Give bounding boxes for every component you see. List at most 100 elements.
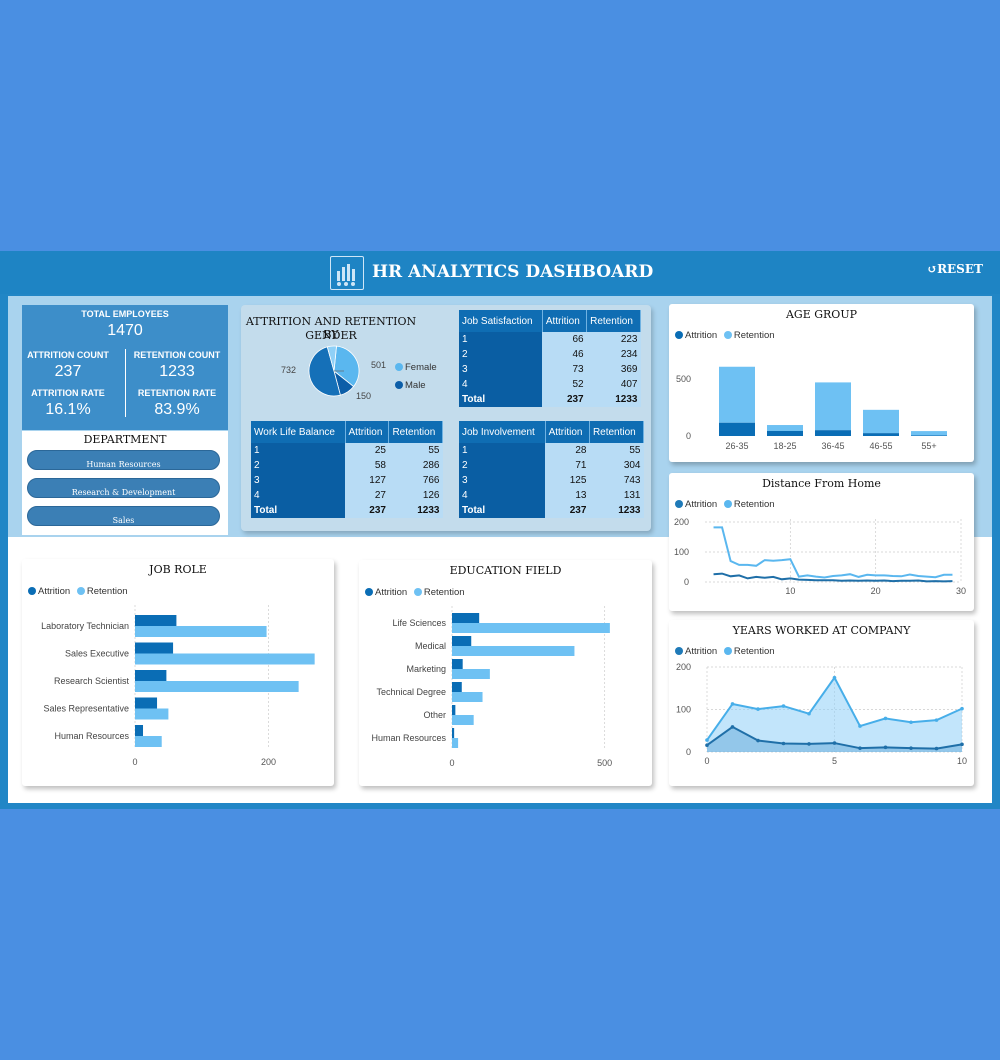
job-satisfaction-cell: 3: [459, 362, 543, 377]
work-life-balance-cell: 127: [345, 473, 389, 488]
retention-count-label: RETENTION COUNT: [133, 350, 221, 360]
gender-chart-title-line2: GENDER: [305, 329, 357, 342]
gender-legend-male: Male: [395, 380, 426, 391]
data-point: [934, 718, 939, 722]
age-bar-attrition: [767, 430, 803, 436]
bar-attrition: [135, 670, 167, 681]
job-involvement-cell: 743: [589, 473, 644, 488]
data-point: [883, 745, 888, 750]
legend-retention-label: Retention: [733, 499, 775, 510]
category-label: Sales Representative: [43, 704, 129, 714]
work-life-balance-row: 3 127 766: [251, 473, 443, 488]
category-label: Marketing: [406, 664, 446, 674]
work-life-balance-header-1[interactable]: Attrition: [345, 421, 390, 443]
department-item-sales[interactable]: Sales: [27, 506, 220, 526]
x-tick-label: 10: [785, 586, 795, 596]
bar-retention: [452, 623, 610, 633]
distance-legend: Attrition Retention: [675, 499, 775, 510]
job-involvement-header-1[interactable]: Attrition: [545, 421, 590, 443]
legend-male-label: Male: [405, 380, 426, 391]
job-role-legend: Attrition Retention: [28, 586, 128, 597]
data-point: [858, 746, 862, 750]
dashboard-logo-icon: [330, 256, 364, 290]
bar-attrition: [135, 615, 177, 626]
job-satisfaction-cell: 1: [459, 332, 543, 347]
job-satisfaction-header-0[interactable]: Job Satisfaction: [459, 310, 543, 332]
work-life-balance-row: Total 237 1233: [251, 503, 443, 518]
job-satisfaction-cell: 369: [586, 362, 641, 377]
education-field-card: EDUCATION FIELD Attrition Retention 0 500…: [359, 560, 652, 786]
age-bar-attrition: [863, 433, 899, 436]
job-satisfaction-row: 4 52 407: [459, 377, 641, 392]
bar-attrition: [135, 642, 174, 654]
age-group-title: AGE GROUP: [785, 308, 858, 321]
data-point: [807, 742, 811, 746]
category-label: Research Scientist: [54, 676, 130, 686]
distance-from-home-card: Distance From Home Attrition Retention 0…: [669, 473, 974, 611]
distance-from-home-chart: 0 100 200 10 20 30: [674, 517, 966, 596]
work-life-balance-header-2[interactable]: Retention: [388, 421, 443, 443]
data-point: [756, 738, 760, 743]
x-tick-label: 5: [832, 756, 837, 766]
bar-attrition: [135, 725, 144, 736]
job-satisfaction-header-1[interactable]: Attrition: [542, 310, 588, 332]
x-tick-label: 46-55: [869, 441, 892, 451]
gender-pie-chart: 501 150 732: [281, 345, 386, 401]
job-satisfaction-cell: 237: [542, 392, 587, 407]
category-label: Laboratory Technician: [41, 621, 129, 631]
data-point: [934, 746, 939, 751]
age-bar-attrition: [815, 430, 851, 436]
years-legend: Attrition Retention: [675, 646, 775, 657]
job-involvement-header-2[interactable]: Retention: [589, 421, 645, 443]
work-life-balance-row: 4 27 126: [251, 488, 443, 503]
bar-attrition: [135, 697, 158, 709]
x-tick-label: 500: [597, 758, 612, 768]
work-life-balance-header-0[interactable]: Work Life Balance: [251, 421, 346, 443]
job-involvement-cell: 1233: [589, 503, 644, 518]
job-satisfaction-cell: Total: [459, 392, 543, 407]
work-life-balance-cell: 1: [251, 443, 345, 458]
job-satisfaction-row: 1 66 223: [459, 332, 641, 347]
department-slicer: DEPARTMENT Human Resources Research & De…: [22, 431, 228, 535]
x-tick-label: 55+: [921, 441, 936, 451]
reset-icon: ↺: [927, 262, 938, 276]
job-satisfaction-row: Total 237 1233: [459, 392, 641, 407]
dashboard-title: HR ANALYTICS DASHBOARD: [372, 262, 654, 282]
data-point: [909, 746, 913, 750]
work-life-balance-cell: 3: [251, 473, 345, 488]
series-line-retention: [713, 526, 953, 579]
age-group-legend: Attrition Retention: [675, 330, 775, 341]
gender-and-tables-panel: ATTRITION AND RETENTION BY GENDER 501 150…: [241, 305, 651, 531]
report-canvas: TOTAL EMPLOYEES 1470 ATTRITION COUNT 237…: [8, 296, 992, 803]
bar-retention: [452, 738, 459, 748]
job-satisfaction-cell: 46: [542, 347, 587, 362]
work-life-balance-cell: 237: [345, 503, 389, 518]
department-title: DEPARTMENT: [83, 433, 167, 446]
age-bar-attrition: [911, 435, 947, 436]
x-tick-label: 18-25: [773, 441, 796, 451]
attrition-count-label: ATTRITION COUNT: [27, 350, 109, 360]
department-item-human-resources[interactable]: Human Resources: [27, 450, 220, 470]
data-point: [883, 716, 888, 721]
bar-retention: [452, 715, 474, 725]
job-involvement-header-0[interactable]: Job Involvement: [459, 421, 546, 443]
data-point: [781, 741, 786, 746]
education-field-chart: 0 500 Life Sciences Medical Marketing Technic…: [371, 606, 612, 768]
y-tick-label: 0: [686, 431, 691, 441]
job-involvement-cell: 1: [459, 443, 546, 458]
job-involvement-cell: Total: [459, 503, 546, 518]
x-tick-label: 10: [957, 756, 967, 766]
age-group-card: AGE GROUP Attrition Retention 500 0 26-35 1…: [669, 304, 974, 462]
y-tick-label: 0: [686, 747, 691, 757]
job-satisfaction-header-2[interactable]: Retention: [586, 310, 641, 332]
age-bar-retention: [815, 382, 851, 431]
education-legend: Attrition Retention: [365, 587, 465, 598]
category-label: Life Sciences: [392, 618, 446, 628]
attrition-count-value: 237: [54, 363, 82, 380]
data-point: [960, 742, 964, 747]
work-life-balance-row: 1 25 55: [251, 443, 443, 458]
reset-button[interactable]: ↺RESET: [927, 262, 983, 276]
department-item-research-development[interactable]: Research & Development: [27, 478, 220, 498]
series-line-attrition: [713, 572, 953, 583]
work-life-balance-row: 2 58 286: [251, 458, 443, 473]
